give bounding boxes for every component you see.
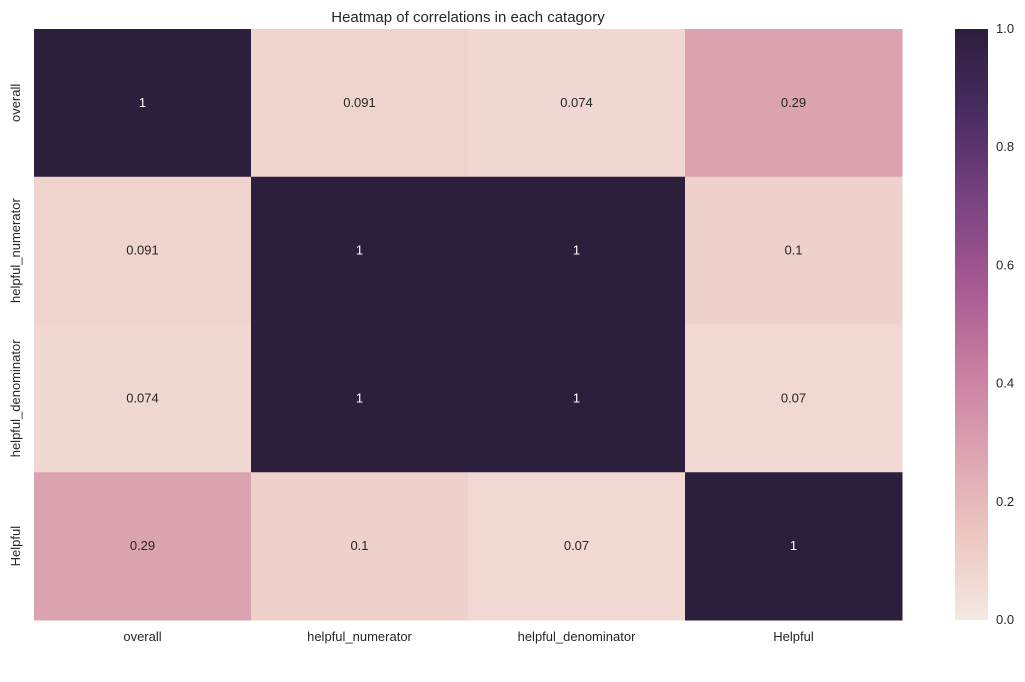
heatmap-cell-3-0	[34, 472, 252, 621]
cell-annotation-1-2: 1	[573, 243, 580, 258]
heatmap-cell-0-3	[685, 29, 903, 178]
y-tick-label-3: Helpful	[8, 526, 23, 567]
y-tick-labels: overall helpful_numerator helpful_denomina…	[8, 84, 23, 567]
cell-annotation-3-1: 0.1	[350, 538, 368, 553]
colorbar-tick-label-0: 0.0	[996, 612, 1014, 627]
x-tick-label-1: helpful_numerator	[307, 629, 412, 644]
cell-annotation-0-2: 0.074	[560, 95, 593, 110]
cell-annotation-0-0: 1	[139, 95, 146, 110]
cell-annotation-0-1: 0.091	[343, 95, 376, 110]
x-tick-label-2: helpful_denominator	[518, 629, 636, 644]
colorbar-tick-label-2: 0.4	[996, 376, 1014, 391]
y-tick-label-0: overall	[8, 84, 23, 122]
cell-annotation-3-0: 0.29	[130, 538, 155, 553]
heatmap-cells	[34, 29, 903, 621]
heatmap-cell-0-0	[34, 29, 252, 178]
x-tick-label-3: Helpful	[773, 629, 814, 644]
heatmap-cell-2-1	[251, 324, 469, 473]
colorbar-tick-labels: 0.0 0.2 0.4 0.6 0.8 1.0	[996, 21, 1014, 627]
heatmap-cell-3-2	[468, 472, 686, 621]
cell-annotation-1-1: 1	[356, 243, 363, 258]
colorbar-tick-label-4: 0.8	[996, 139, 1014, 154]
colorbar: 0.0 0.2 0.4 0.6 0.8 1.0	[955, 21, 1014, 627]
heatmap-cell-2-3	[685, 324, 903, 473]
cell-annotation-1-3: 0.1	[784, 243, 802, 258]
colorbar-gradient	[955, 29, 988, 620]
cell-annotation-3-3: 1	[790, 538, 797, 553]
heatmap-cell-1-3	[685, 176, 903, 325]
cell-annotations: 1 0.091 0.074 0.29 0.091 1 1 0.1 0.074 1 1 0.07 0.29…	[126, 95, 806, 553]
y-tick-label-1: helpful_numerator	[8, 198, 23, 303]
heatmap-cell-1-2	[468, 176, 686, 325]
cell-annotation-0-3: 0.29	[781, 95, 806, 110]
cell-annotation-3-2: 0.07	[564, 538, 589, 553]
heatmap-cell-2-0	[34, 324, 252, 473]
x-tick-label-0: overall	[123, 629, 161, 644]
cell-annotation-2-0: 0.074	[126, 390, 159, 405]
cell-annotation-2-1: 1	[356, 390, 363, 405]
heatmap-cell-3-1	[251, 472, 469, 621]
chart-title: Heatmap of correlations in each catagory	[331, 9, 605, 26]
heatmap-cell-0-1	[251, 29, 469, 178]
cell-annotation-2-2: 1	[573, 390, 580, 405]
y-tick-label-2: helpful_denominator	[8, 339, 23, 457]
colorbar-tick-label-1: 0.2	[996, 494, 1014, 509]
x-tick-labels: overall helpful_numerator helpful_denomina…	[123, 629, 813, 644]
heatmap-cell-1-0	[34, 176, 252, 325]
heatmap-cell-0-2	[468, 29, 686, 178]
colorbar-tick-label-3: 0.6	[996, 257, 1014, 272]
cell-annotation-1-0: 0.091	[126, 243, 159, 258]
heatmap-cell-1-1	[251, 176, 469, 325]
heatmap-cell-2-2	[468, 324, 686, 473]
colorbar-tick-label-5: 1.0	[996, 21, 1014, 36]
heatmap-cell-3-3	[685, 472, 903, 621]
cell-annotation-2-3: 0.07	[781, 390, 806, 405]
